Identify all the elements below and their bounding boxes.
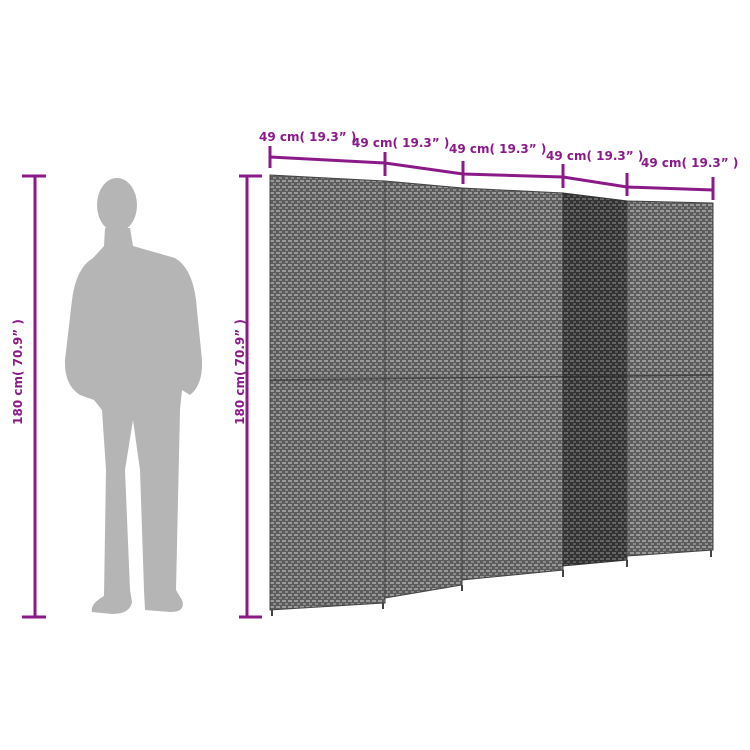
panel-1 xyxy=(269,174,386,611)
dimension-lines xyxy=(22,146,715,619)
panel-width-label: 49 cm( 19.3” ) xyxy=(352,136,449,150)
screen-height-label: 180 cm( 70.9” ) xyxy=(233,319,247,425)
panel-width-label: 49 cm( 19.3” ) xyxy=(546,149,643,163)
panel-4 xyxy=(562,192,628,567)
panel-width-label: 49 cm( 19.3” ) xyxy=(641,156,738,170)
panel-5 xyxy=(626,200,714,557)
panel-3 xyxy=(461,187,564,581)
person-silhouette xyxy=(64,178,203,614)
room-divider xyxy=(269,174,714,616)
panel-2 xyxy=(384,180,463,599)
panel-width-label: 49 cm( 19.3” ) xyxy=(259,130,356,144)
person-height-label: 180 cm( 70.9” ) xyxy=(11,319,25,425)
panel-width-label: 49 cm( 19.3” ) xyxy=(449,142,546,156)
